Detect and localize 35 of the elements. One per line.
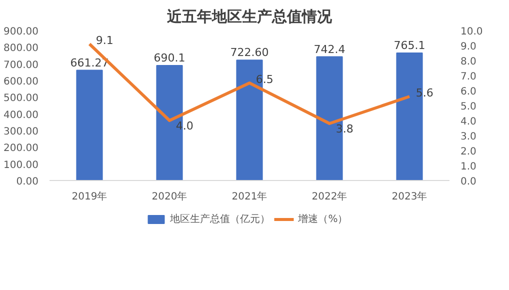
y-tick-label: 800.00 [4,43,39,54]
data-label: 9.1 [96,34,114,47]
y2-tick-label: 0.0 [460,176,476,188]
chart-title: 近五年地区生产总值情况 [166,8,333,26]
y-tick-label: 900.00 [4,26,39,38]
y-tick-label: 0.00 [16,176,38,188]
y-tick-label: 600.00 [4,76,39,88]
y-tick-label: 500.00 [4,93,39,104]
y2-tick-label: 9.0 [460,42,476,52]
data-label: 722.60 [230,46,269,60]
data-label: 690.1 [154,51,186,64]
y-tick-label: 100.00 [4,160,39,171]
y2-tick-label: 7.0 [460,72,476,82]
y2-tick-label: 4.0 [460,116,476,128]
x-tick-label: 2019年 [72,190,108,202]
y2-tick-label: 10.0 [460,26,483,38]
y-tick-label: 400.00 [4,110,39,121]
legend-label: 增速（%） [298,212,348,226]
x-tick-label: 2022年 [312,190,348,202]
x-tick-label: 2021年 [232,190,268,202]
y2-tick-label: 5.0 [460,102,476,112]
y2-tick-label: 6.0 [460,86,476,98]
y-tick-label: 700.00 [4,60,39,71]
bar [76,70,103,180]
y2-tick-label: 2.0 [460,146,476,158]
data-label: 742.4 [314,42,346,56]
y-tick-label: 300.00 [4,126,39,138]
x-tick-label: 2020年 [152,190,188,202]
legend-label: 地区生产总值（亿元） [170,212,270,226]
data-label: 765.1 [394,38,426,52]
x-tick-label: 2023年 [392,190,428,202]
y2-tick-label: 8.0 [460,56,476,68]
y2-tick-label: 1.0 [460,162,476,172]
y-tick-label: 200.00 [4,143,39,154]
y2-tick-label: 3.0 [460,132,476,142]
